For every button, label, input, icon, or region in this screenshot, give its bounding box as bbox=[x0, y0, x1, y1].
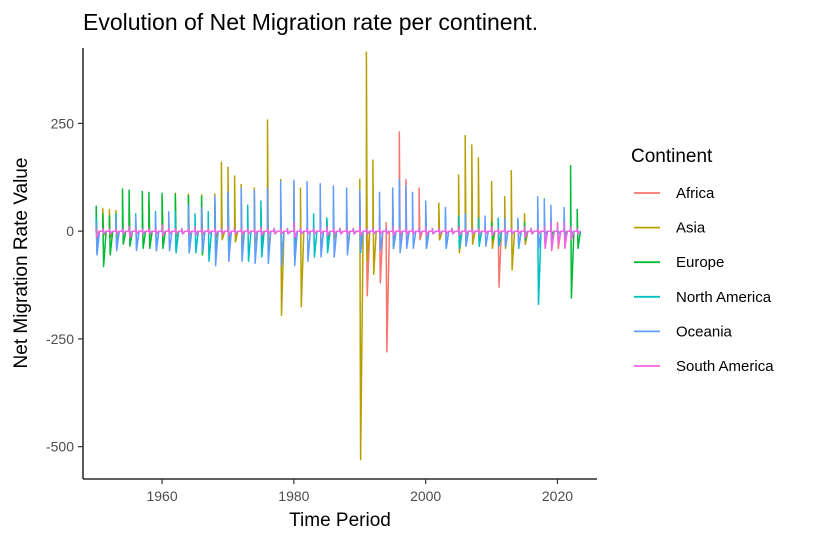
x-tick-label-1980: 1980 bbox=[278, 488, 309, 504]
x-axis-title: Time Period bbox=[289, 510, 391, 531]
series-line-oceania bbox=[95, 178, 582, 267]
x-tick-label-2020: 2020 bbox=[542, 488, 573, 504]
series-line-south-america bbox=[95, 221, 582, 252]
y-tick-label--250: -250 bbox=[46, 331, 74, 347]
legend-label-south-america: South America bbox=[676, 358, 774, 375]
y-tick-label-0: 0 bbox=[66, 223, 74, 239]
legend-label-north-america: North America bbox=[676, 289, 772, 306]
series-line-asia bbox=[95, 51, 582, 461]
axes bbox=[82, 48, 597, 480]
legend-title: Continent bbox=[631, 146, 713, 167]
legend-label-oceania: Oceania bbox=[676, 323, 733, 340]
y-axis-title: Net Migration Rate Value bbox=[11, 158, 32, 369]
y-tick-label--500: -500 bbox=[46, 439, 74, 455]
chart-title: Evolution of Net Migration rate per cont… bbox=[83, 9, 538, 35]
legend-label-europe: Europe bbox=[676, 254, 724, 271]
legend: Continent Africa Asia Europe North America O… bbox=[631, 146, 774, 375]
y-tick-label-250: 250 bbox=[51, 115, 75, 131]
x-tick-label-2000: 2000 bbox=[410, 488, 441, 504]
plot-area bbox=[95, 51, 582, 461]
legend-label-africa: Africa bbox=[676, 185, 715, 202]
ticks: 1960 1980 2000 2020 -500 -250 0 250 bbox=[46, 115, 573, 504]
x-tick-label-1960: 1960 bbox=[146, 488, 177, 504]
legend-label-asia: Asia bbox=[676, 220, 706, 237]
